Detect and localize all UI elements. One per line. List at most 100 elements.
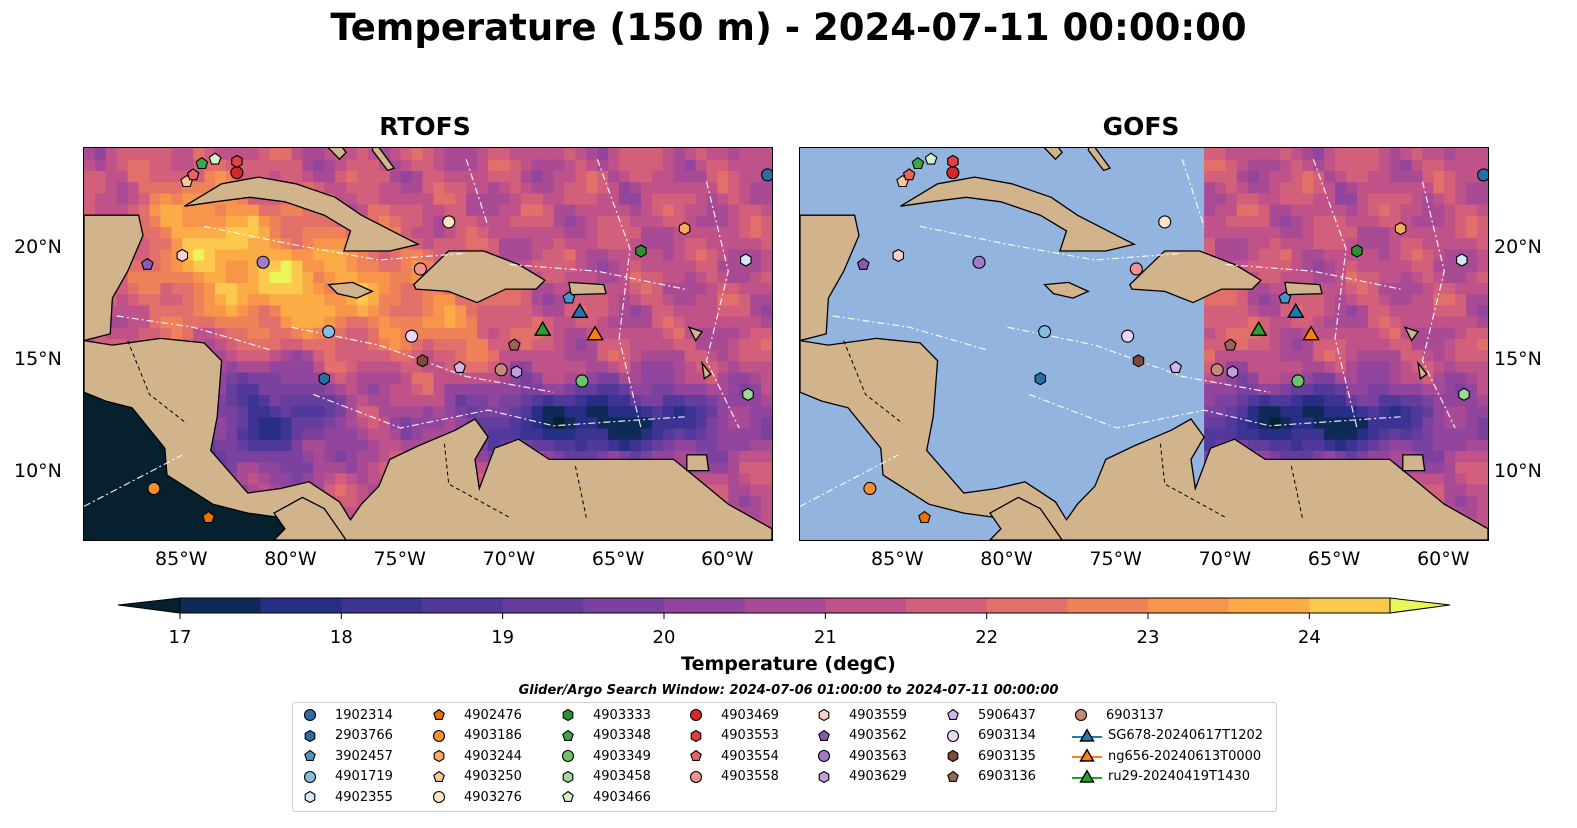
colorbar-bin — [1228, 598, 1310, 613]
legend-item-4903250: 4903250 — [430, 769, 522, 785]
y-tick-left-0: 10°N — [14, 459, 62, 482]
float-4903466 — [208, 152, 222, 165]
legend-item-4903629: 4903629 — [815, 769, 907, 785]
legend-float-marker — [689, 708, 703, 722]
float-4903562 — [140, 257, 154, 270]
triangle-line-icon — [1072, 727, 1102, 742]
colorbar-bin — [986, 598, 1068, 613]
legend: 1902314 2903766 3902457 4901719 4902355 49024… — [292, 702, 1277, 812]
pentagon-icon — [562, 790, 574, 802]
colorbar-bin — [1148, 598, 1230, 613]
gofs-country-borders — [843, 340, 1303, 519]
legend-item-4903348: 4903348 — [559, 728, 651, 744]
float-4903244 — [1394, 221, 1407, 236]
legend-item-6903135: 6903135 — [944, 748, 1036, 764]
legend-float-marker — [689, 770, 703, 783]
float-4903629 — [510, 365, 523, 379]
circle-icon — [303, 770, 317, 783]
float-5906437 — [453, 360, 467, 373]
colorbar-bin — [1067, 598, 1149, 613]
colorbar-tick-17: 17 — [168, 627, 192, 648]
legend-label: 4902476 — [464, 707, 522, 723]
legend-item-4903559: 4903559 — [815, 707, 907, 723]
legend-label: 6903136 — [978, 769, 1036, 784]
colorbar-bin — [422, 598, 504, 613]
legend-float-marker — [433, 770, 445, 782]
colorbar-bin — [906, 598, 988, 613]
x-tick-gofs-3: 70°W — [1198, 548, 1252, 570]
legend-item-1902314: 1902314 — [301, 707, 393, 723]
gofs-map[interactable] — [799, 147, 1489, 541]
float-4903186 — [863, 481, 877, 496]
legend-label: 4903348 — [593, 728, 651, 743]
legend-label: 4903458 — [593, 769, 651, 784]
circle-icon — [689, 770, 703, 783]
hexagon-icon — [562, 770, 574, 783]
x-tick-gofs-4: 65°W — [1307, 548, 1361, 570]
colorbar-tick-18: 18 — [329, 627, 353, 648]
legend-float-marker — [947, 708, 959, 720]
legend-label: 1902314 — [335, 707, 393, 723]
circle-icon — [689, 708, 703, 722]
float-4903559 — [892, 248, 905, 263]
x-tick-rtofs-0: 85°W — [155, 548, 208, 570]
legend-float-marker — [818, 708, 830, 722]
hexagon-icon — [304, 790, 316, 804]
legend-float-marker — [304, 749, 316, 761]
pentagon-icon — [304, 749, 316, 761]
colorbar-bin — [260, 598, 342, 613]
legend-item-ng656-20240613T0000: ng656-20240613T0000 — [1072, 748, 1261, 764]
float-6903136 — [1223, 338, 1237, 351]
float-3902457 — [1278, 291, 1292, 304]
rtofs-map-canvas — [84, 148, 772, 540]
legend-float-marker — [946, 729, 960, 742]
legend-float-marker — [561, 749, 575, 763]
float-2903766 — [1034, 372, 1047, 386]
rtofs-map[interactable] — [83, 147, 773, 541]
legend-float-marker — [562, 729, 574, 741]
gofs-map-canvas — [800, 148, 1488, 540]
circle-icon — [561, 749, 575, 763]
float-4903629 — [1226, 365, 1239, 379]
legend-label: 4903186 — [464, 728, 522, 743]
colorbar-tick-23: 23 — [1136, 627, 1160, 648]
legend-item-ru29-20240419T1430: ru29-20240419T1430 — [1072, 768, 1250, 785]
float-4903562 — [856, 257, 870, 270]
circle-icon — [817, 749, 831, 763]
float-4903558 — [413, 262, 427, 276]
legend-float-marker — [303, 770, 317, 783]
panel-title-gofs: GOFS — [1102, 112, 1180, 141]
legend-float-marker — [304, 790, 316, 804]
x-tick-gofs-2: 75°W — [1089, 548, 1142, 570]
circle-icon — [303, 708, 317, 722]
float-4903563 — [256, 255, 270, 269]
float-4903186 — [147, 481, 161, 496]
colorbar-tick-24: 24 — [1297, 627, 1321, 648]
colorbar-tick-21: 21 — [813, 627, 837, 648]
legend-item-6903134: 6903134 — [944, 728, 1036, 744]
legend-glider-marker — [1079, 727, 1095, 742]
float-4902355 — [740, 253, 752, 267]
legend-item-4902476: 4902476 — [430, 707, 522, 723]
legend-float-marker — [690, 729, 702, 742]
hexagon-icon — [818, 708, 830, 722]
colorbar-bin — [583, 598, 665, 613]
hexagon-icon — [304, 729, 316, 742]
rtofs-argo-floats — [140, 152, 772, 524]
glider-SG678 — [1286, 302, 1305, 319]
legend-item-4903333: 4903333 — [559, 707, 651, 723]
legend-label: 3902457 — [335, 748, 393, 764]
float-6903137 — [1210, 363, 1224, 377]
glider-ng656 — [586, 325, 604, 341]
legend-item-4903562: 4903562 — [815, 728, 907, 744]
pentagon-icon — [562, 729, 574, 741]
legend-item-4903276: 4903276 — [430, 789, 522, 805]
float-1902314 — [761, 168, 772, 182]
float-3902457 — [562, 291, 576, 304]
colorbar-bin — [1309, 598, 1391, 613]
float-6903135 — [416, 354, 429, 368]
legend-float-marker — [432, 790, 446, 804]
legend-item-4903244: 4903244 — [430, 748, 522, 764]
colorbar-label: Temperature (degC) — [681, 653, 896, 675]
pentagon-icon — [690, 749, 702, 761]
